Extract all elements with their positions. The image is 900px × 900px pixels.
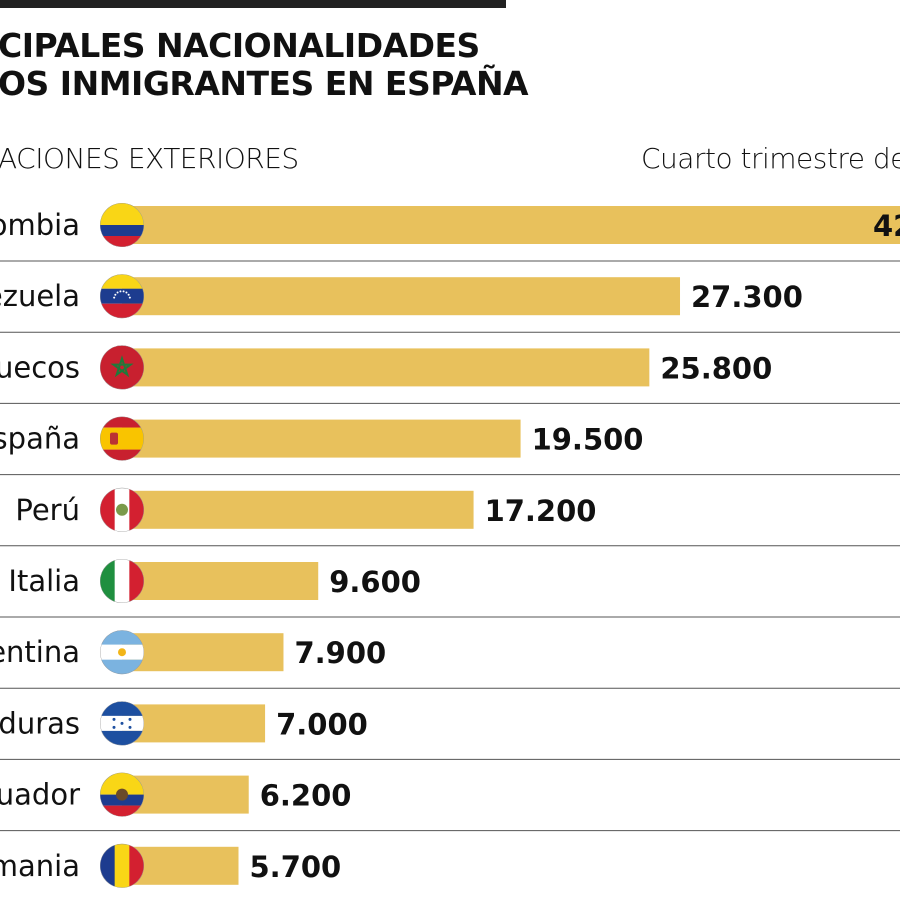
bar-venezuela <box>122 277 681 316</box>
honduras-flag-icon <box>100 701 144 746</box>
bar-honduras <box>122 704 266 743</box>
value-label: 6.200 <box>260 779 352 813</box>
period-label: Cuarto trimestre de <box>641 142 900 175</box>
category-label: ezuela <box>0 279 80 313</box>
category-label: uador <box>0 778 80 812</box>
bar-argentina <box>122 633 284 672</box>
value-label: 7.900 <box>294 636 386 670</box>
colombia-flag-icon <box>100 203 144 247</box>
chart-title-line-2: OS INMIGRANTES EN ESPAÑA <box>0 64 529 103</box>
ecuador-flag-icon <box>100 772 144 817</box>
value-label: 27.300 <box>691 280 803 314</box>
category-label: spaña <box>0 422 80 456</box>
value-label: 17.200 <box>485 494 597 528</box>
category-label: mania <box>0 849 80 883</box>
category-label: uecos <box>0 350 80 384</box>
morocco-flag-icon <box>100 345 144 390</box>
romania-flag-icon <box>100 843 144 888</box>
spain-flag-icon <box>100 416 144 461</box>
chart-title-line-1: CIPALES NACIONALIDADES <box>0 26 480 65</box>
argentina-flag-icon <box>100 630 144 675</box>
category-label: entina <box>0 635 80 669</box>
bar-colombia <box>122 206 900 244</box>
bar-spain <box>122 419 521 458</box>
value-label: 19.500 <box>532 423 644 457</box>
value-label: 9.600 <box>329 565 421 599</box>
value-label: 42 <box>873 209 900 243</box>
top-rule <box>0 0 506 8</box>
bar-morocco <box>122 348 650 387</box>
category-label: duras <box>0 706 80 740</box>
peru-flag-icon <box>100 487 144 532</box>
bar-peru <box>122 490 474 529</box>
bar-italy <box>122 562 319 600</box>
category-label: Perú <box>15 493 80 527</box>
value-label: 25.800 <box>660 351 772 385</box>
source-label: ACIONES EXTERIORES <box>0 142 299 175</box>
value-label: 7.000 <box>276 707 368 741</box>
value-label: 5.700 <box>250 850 342 884</box>
italy-flag-icon <box>100 559 144 603</box>
category-label: Italia <box>8 564 80 598</box>
venezuela-flag-icon <box>100 274 144 319</box>
category-label: ombia <box>0 208 80 242</box>
